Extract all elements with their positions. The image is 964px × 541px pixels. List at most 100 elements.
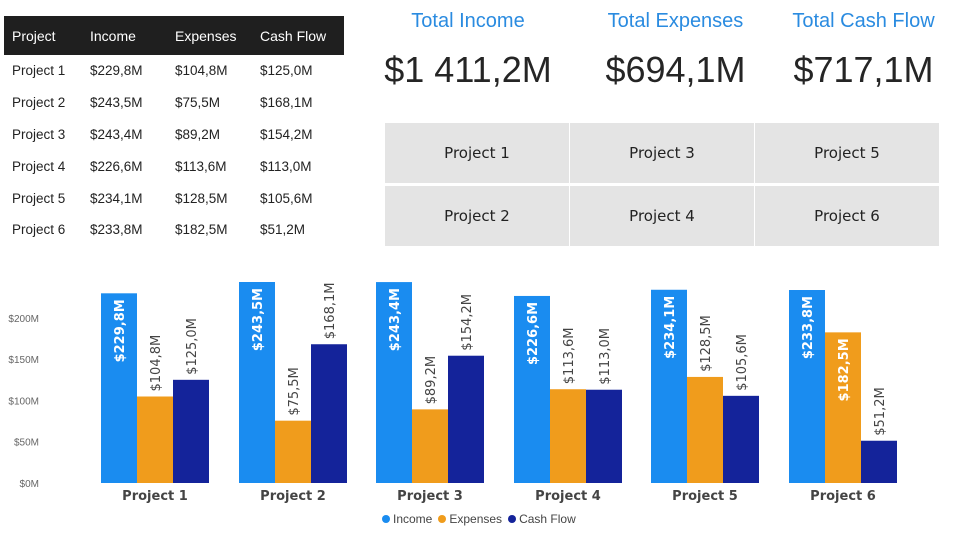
- bar-income[interactable]: [101, 293, 137, 483]
- data-label: $89,2M: [424, 356, 439, 404]
- table-cell: $89,2M: [175, 126, 221, 142]
- bar-cash-flow[interactable]: [173, 379, 209, 483]
- bar-income[interactable]: [376, 282, 412, 483]
- bar-cash-flow[interactable]: [311, 344, 347, 483]
- data-label: $105,6M: [735, 334, 750, 391]
- table-row[interactable]: Project 1 $229,8M $104,8M $125,0M: [4, 55, 344, 87]
- kpi-title: Total Cash Flow: [792, 10, 935, 32]
- slicer-button-project-4[interactable]: Project 4: [570, 186, 754, 246]
- legend-label: Cash Flow: [519, 512, 576, 526]
- table-row[interactable]: Project 6 $233,8M $182,5M $51,2M: [4, 214, 344, 246]
- legend-item-expenses[interactable]: Expenses: [438, 512, 502, 526]
- kpi-total-cash-flow: Total Cash Flow $717,1M: [786, 6, 941, 90]
- data-label: $125,0M: [185, 318, 200, 375]
- data-label: $75,5M: [287, 367, 302, 415]
- x-tick-label: Project 5: [672, 489, 738, 504]
- table-cell: $243,5M: [90, 95, 143, 111]
- table-cell: Project 1: [12, 63, 66, 79]
- clustered-bar-chart: $0M $50M $100M $150M $200M $229,8M $104,8M $125…: [8, 282, 897, 504]
- col-header-project[interactable]: Project: [12, 27, 56, 44]
- legend-label: Income: [393, 512, 433, 526]
- kpi-value: $717,1M: [793, 49, 934, 90]
- bar-expenses[interactable]: [275, 420, 311, 483]
- table-cell: $182,5M: [175, 222, 228, 238]
- table-row[interactable]: Project 4 $226,6M $113,6M $113,0M: [4, 150, 344, 182]
- project-slicer: Project 1 Project 3 Project 5 Project 2 …: [385, 123, 939, 246]
- table-cell: $104,8M: [175, 63, 228, 79]
- bar-expenses[interactable]: [550, 389, 586, 483]
- table-cell: $113,6M: [175, 158, 227, 174]
- table-cell: $105,6M: [260, 190, 313, 206]
- x-tick-label: Project 1: [122, 489, 188, 504]
- legend-dot-cash-flow: [508, 515, 517, 523]
- table-cell: $51,2M: [260, 222, 306, 238]
- data-label: $243,4M: [388, 288, 403, 351]
- data-label: $104,8M: [149, 335, 164, 392]
- kpi-value: $1 411,2M: [384, 49, 552, 90]
- bar-cash-flow[interactable]: [723, 395, 759, 483]
- bar-cash-flow[interactable]: [448, 355, 484, 483]
- table-body: Project 1 $229,8M $104,8M $125,0M Project 2 $…: [4, 55, 344, 246]
- table-cell: $233,8M: [90, 222, 143, 238]
- legend-dot-income: [382, 515, 390, 523]
- bar-expenses[interactable]: [825, 332, 861, 483]
- table-row[interactable]: Project 2 $243,5M $75,5M $168,1M: [4, 87, 344, 119]
- bar-expenses[interactable]: [412, 409, 448, 483]
- table-header: Project Income Expenses Cash Flow: [4, 16, 344, 55]
- table-cell: Project 3: [12, 126, 66, 142]
- bar-cash-flow[interactable]: [586, 389, 622, 483]
- slicer-button-project-2[interactable]: Project 2: [385, 186, 569, 246]
- kpi-total-income: Total Income $1 411,2M: [383, 6, 553, 90]
- x-tick-label: Project 2: [260, 489, 326, 504]
- table-cell: $226,6M: [90, 158, 143, 174]
- data-label: $154,2M: [460, 294, 475, 351]
- table-cell: $243,4M: [90, 126, 143, 142]
- slicer-button-project-1[interactable]: Project 1: [385, 123, 569, 183]
- bar-expenses[interactable]: [137, 396, 173, 483]
- data-label: $113,6M: [562, 328, 577, 385]
- table-row[interactable]: Project 3 $243,4M $89,2M $154,2M: [4, 119, 344, 151]
- table-row[interactable]: Project 5 $234,1M $128,5M $105,6M: [4, 182, 344, 214]
- data-label: $128,5M: [699, 315, 714, 372]
- bar-income[interactable]: [651, 289, 687, 483]
- bar-cash-flow[interactable]: [861, 440, 897, 483]
- data-label: $233,8M: [801, 296, 816, 359]
- data-label: $51,2M: [873, 387, 888, 435]
- data-label: $113,0M: [598, 328, 613, 385]
- kpi-total-expenses: Total Expenses $694,1M: [598, 6, 753, 90]
- projects-table: Project Income Expenses Cash Flow Projec…: [4, 16, 344, 246]
- bar-income[interactable]: [239, 282, 275, 483]
- legend-item-cash-flow[interactable]: Cash Flow: [508, 512, 576, 526]
- table-cell: Project 2: [12, 95, 66, 111]
- bar-income[interactable]: [514, 295, 550, 483]
- y-tick-label: $100M: [8, 396, 39, 407]
- bar-expenses[interactable]: [687, 376, 723, 483]
- slicer-button-project-6[interactable]: Project 6: [755, 186, 939, 246]
- table-cell: Project 5: [12, 190, 66, 206]
- y-tick-label: $200M: [8, 314, 39, 325]
- x-tick-label: Project 4: [535, 489, 601, 504]
- col-header-income[interactable]: Income: [90, 27, 136, 44]
- chart-legend: Income Expenses Cash Flow: [382, 512, 576, 526]
- legend-dot-expenses: [438, 515, 447, 523]
- kpi-value: $694,1M: [605, 49, 746, 90]
- data-label: $229,8M: [113, 299, 128, 362]
- table-cell: $168,1M: [260, 95, 313, 111]
- x-tick-label: Project 6: [810, 489, 876, 504]
- col-header-cash-flow[interactable]: Cash Flow: [260, 27, 327, 44]
- legend-label: Expenses: [449, 512, 503, 526]
- table-cell: Project 6: [12, 222, 66, 238]
- y-tick-label: $150M: [8, 355, 39, 366]
- table-cell: $125,0M: [260, 63, 313, 79]
- table-cell: $128,5M: [175, 190, 228, 206]
- slicer-button-project-5[interactable]: Project 5: [755, 123, 939, 183]
- y-tick-label: $0M: [20, 479, 39, 490]
- legend-item-income[interactable]: Income: [382, 512, 432, 526]
- data-label: $243,5M: [251, 288, 266, 351]
- table-cell: $234,1M: [90, 190, 143, 206]
- slicer-button-project-3[interactable]: Project 3: [570, 123, 754, 183]
- y-tick-label: $50M: [14, 438, 39, 449]
- col-header-expenses[interactable]: Expenses: [175, 27, 237, 44]
- kpi-title: Total Expenses: [607, 10, 744, 32]
- bar-income[interactable]: [789, 290, 825, 483]
